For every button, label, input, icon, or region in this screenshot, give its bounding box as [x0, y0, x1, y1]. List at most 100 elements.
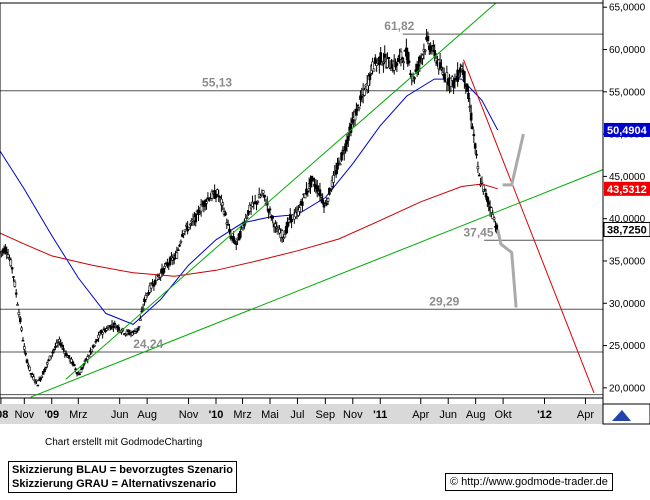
price-bar-body: [484, 193, 488, 198]
price-bar-body: [355, 108, 358, 116]
horizontal-levels: [0, 33, 603, 396]
price-bar-body: [6, 254, 10, 258]
price-tag-label: 50,4904: [607, 125, 648, 137]
price-bar-body: [481, 185, 485, 192]
price-bar-body: [432, 44, 435, 47]
price-bar-body: [178, 244, 181, 247]
price-bar-body: [334, 169, 338, 175]
x-tick-label: Mrz: [233, 409, 251, 421]
scenario-legend: Skizzierung BLAU = bevorzugtes Szenario …: [8, 461, 237, 493]
price-bar-body: [58, 338, 61, 342]
price-bar-body: [234, 243, 238, 245]
price-bar-body: [421, 54, 424, 59]
price-bar-body: [233, 240, 237, 244]
price-bar-body: [332, 175, 335, 183]
price-bar-body: [479, 183, 482, 186]
x-tick-label: Apr: [412, 409, 429, 421]
x-tick-label: Mrz: [69, 409, 87, 421]
price-bar-body: [224, 212, 227, 216]
x-tick-label: Jul: [290, 409, 304, 421]
price-bar-body: [176, 249, 180, 252]
price-bar-body: [465, 83, 469, 92]
price-bar-body: [33, 381, 37, 383]
price-bar-body: [39, 377, 42, 381]
price-bar-body: [207, 198, 211, 201]
price-bar-body: [95, 339, 99, 342]
price-bar-body: [194, 213, 198, 223]
price-bar-body: [163, 266, 166, 269]
price-tag: [603, 221, 650, 237]
price-bar-body: [105, 328, 108, 331]
y-tick-label: 30,0000: [609, 299, 646, 310]
price-bar-body: [356, 104, 360, 107]
price-bar-body: [468, 106, 472, 108]
x-tick-label: Jun: [439, 409, 457, 421]
price-bar-body: [51, 351, 54, 354]
price-bar-body: [396, 58, 400, 63]
price-bar-body: [28, 366, 32, 371]
price-bar-body: [126, 330, 130, 333]
price-bar-body: [282, 237, 285, 240]
price-bar-body: [139, 318, 142, 321]
x-axis-band: [0, 404, 650, 424]
price-tag: [604, 122, 650, 137]
price-bar-body: [214, 194, 218, 198]
price-bar-body: [442, 73, 446, 80]
legend-line-blue: Skizzierung BLAU = bevorzugtes Szenario: [12, 464, 233, 476]
price-bar-body: [90, 349, 94, 352]
x-tick-label: Nov: [343, 409, 363, 421]
price-bar-body: [62, 348, 65, 350]
price-bar-body: [239, 230, 242, 238]
price-bar-body: [185, 224, 188, 227]
level-label: 61,82: [384, 19, 414, 33]
price-bar-body: [87, 355, 91, 358]
source-url-text: http://www.godmode-trader.de: [461, 476, 608, 488]
price-bar-body: [275, 226, 279, 229]
price-bar-body: [340, 152, 343, 161]
price-bar-body: [141, 307, 145, 310]
price-tags: 50,4904 43,5312 38,7250: [603, 122, 650, 237]
price-bar-body: [12, 276, 15, 278]
price-bar-body: [20, 327, 23, 331]
price-bar-body: [383, 54, 387, 58]
price-bar-body: [456, 69, 459, 82]
price-bar-body: [198, 212, 202, 215]
price-bar-body: [97, 334, 100, 339]
price-bar-body: [245, 216, 249, 219]
scenario-path: [502, 133, 525, 187]
price-bar-body: [67, 355, 71, 358]
moving-average-line: [0, 78, 499, 325]
price-bar-body: [162, 268, 165, 274]
price-bar-body: [72, 363, 76, 367]
price-bar-body: [182, 233, 185, 235]
price-tag-label: 38,7250: [607, 224, 647, 236]
price-bar-body: [325, 203, 329, 205]
price-bar-body: [0, 251, 3, 253]
price-bar-body: [93, 344, 96, 347]
y-tick-label: 25,0000: [609, 341, 646, 352]
y-tick-label: 35,0000: [609, 256, 646, 267]
price-bar-body: [363, 89, 366, 96]
price-bar-body: [469, 112, 473, 121]
level-label: 55,13: [202, 76, 232, 90]
x-tick-label: '11: [373, 409, 387, 421]
price-bar-body: [183, 229, 187, 232]
level-labels: 61,82 55,13 37,45 29,29 24,24: [133, 19, 494, 351]
source-url[interactable]: © http://www.godmode-trader.de: [445, 473, 613, 491]
price-bar-body: [113, 323, 117, 325]
price-bar-body: [342, 152, 346, 154]
scenario-path: [496, 229, 518, 308]
price-bar-body: [244, 218, 247, 222]
price-bar-body: [75, 372, 79, 375]
price-bar-body: [382, 61, 385, 64]
price-bar-body: [256, 200, 260, 203]
price-bar-body: [221, 202, 225, 206]
price-bar-body: [430, 50, 434, 52]
price-bar-body: [4, 247, 7, 252]
y-tick-label: 20,0000: [609, 383, 646, 394]
x-tick-label: Aug: [466, 409, 486, 421]
price-bar-body: [44, 366, 48, 369]
price-bar-body: [476, 166, 480, 170]
price-bar-body: [349, 123, 353, 133]
price-bar-body: [25, 359, 29, 363]
